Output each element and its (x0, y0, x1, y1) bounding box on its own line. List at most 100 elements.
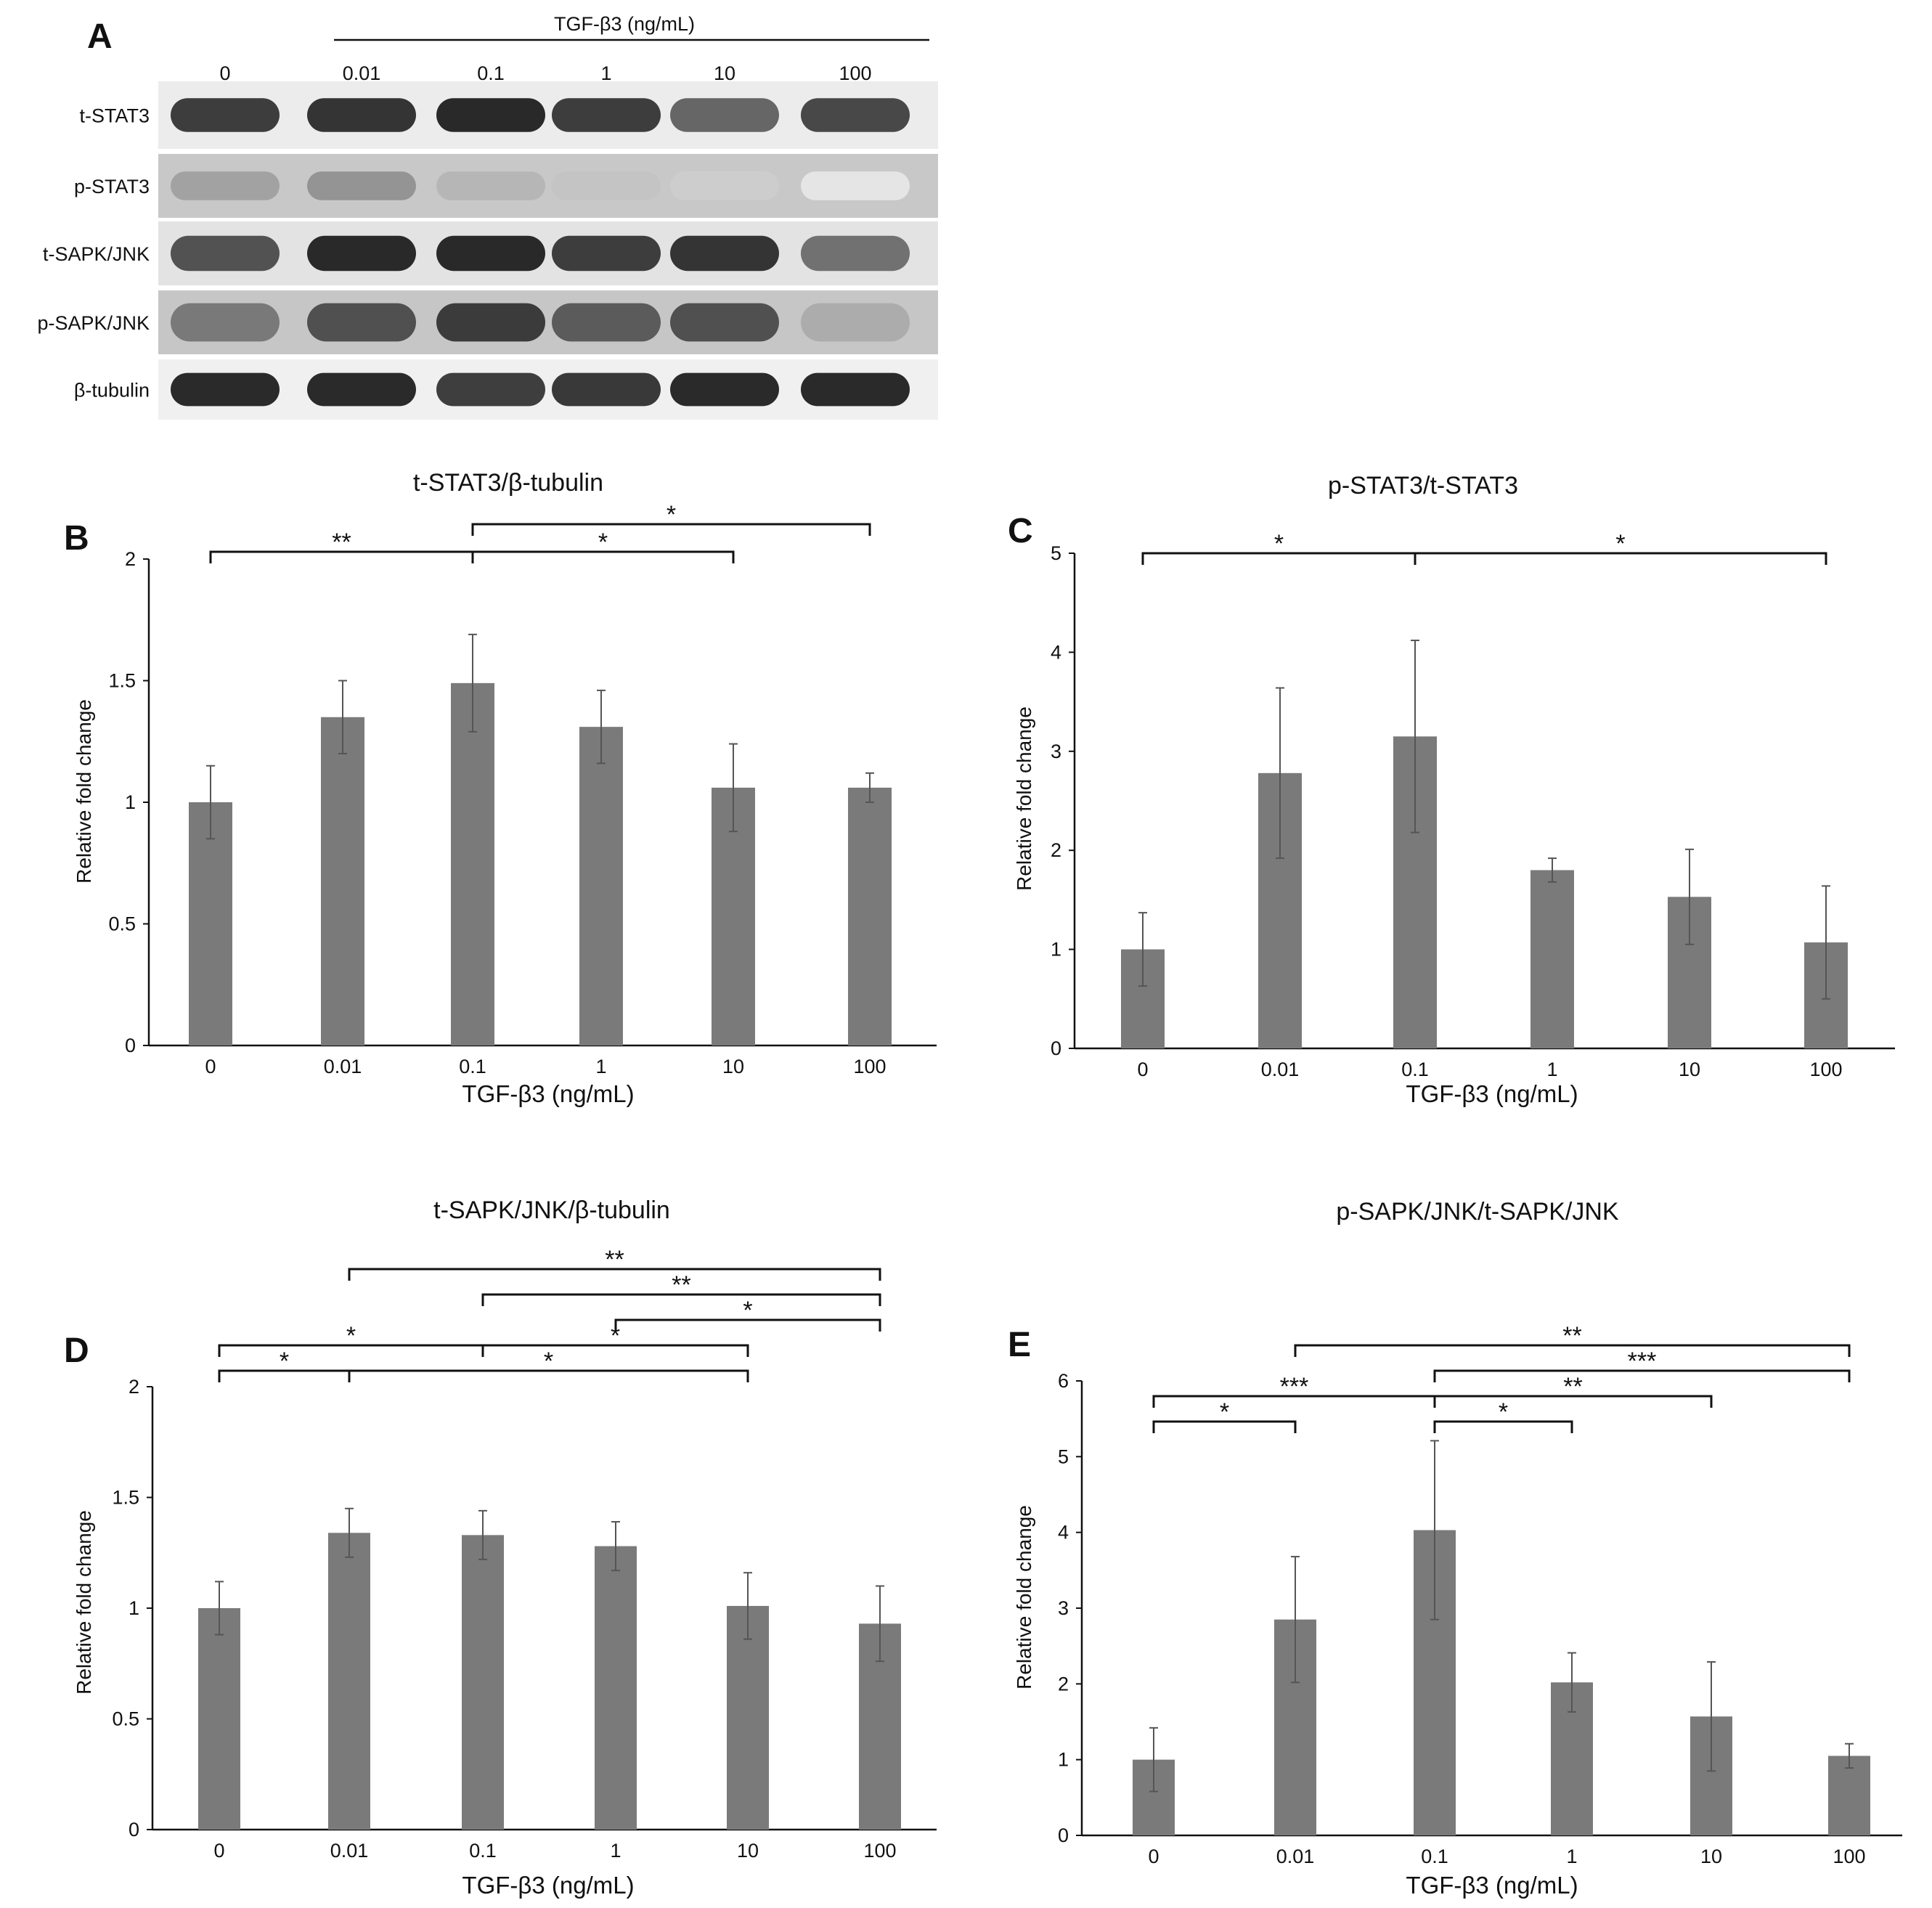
blot-band (670, 171, 779, 200)
y-tick-label: 0 (125, 1035, 136, 1056)
y-axis-label: Relative fold change (73, 699, 95, 884)
blot-band (171, 235, 280, 272)
blot-band (801, 372, 910, 407)
x-tick-label: 100 (853, 1056, 886, 1077)
significance-label: * (1220, 1398, 1229, 1426)
y-tick-label: 2 (1058, 1673, 1069, 1695)
x-tick-label: 0 (213, 1840, 224, 1862)
y-tick-label: 0 (129, 1819, 139, 1840)
blot-lane-label: 10 (714, 62, 735, 84)
x-tick-label: 100 (863, 1840, 896, 1862)
significance-label: ** (672, 1271, 690, 1299)
significance-bracket (1294, 1344, 1851, 1357)
bar (848, 787, 892, 1045)
y-tick-label: 2 (129, 1376, 139, 1398)
blot-band (436, 372, 545, 407)
plot-area: 0 1 2 3 4 5 0 0.01 0.1 1 10 100 * * (1051, 530, 1895, 1080)
blot-band (801, 98, 910, 132)
bar (451, 682, 494, 1045)
blot-band (670, 98, 779, 132)
x-tick-label: 0.1 (469, 1840, 497, 1862)
x-tick-label: 1 (1566, 1846, 1577, 1867)
blot-band (670, 372, 779, 407)
bar (328, 1533, 370, 1830)
chart-title: p-STAT3/t-STAT3 (1328, 472, 1518, 500)
blot-band (801, 303, 910, 342)
y-tick-label: 5 (1058, 1446, 1069, 1467)
bar (321, 717, 364, 1045)
blot-band (552, 98, 661, 132)
significance-label: * (611, 1322, 620, 1350)
blot-band (552, 303, 661, 342)
chart-panel-d: D t-SAPK/JNK/β-tubulin TGF-β3 (ng/mL) Re… (64, 1196, 937, 1899)
significance-label: * (598, 529, 608, 556)
bar (595, 1546, 637, 1830)
x-tick-label: 0.1 (459, 1056, 486, 1077)
y-tick-label: 4 (1058, 1522, 1069, 1544)
x-axis-label: TGF-β3 (ng/mL) (462, 1872, 634, 1899)
blot-lane-labels: 0 0.01 0.1 1 10 100 (219, 62, 871, 84)
x-tick-label: 0.1 (1421, 1846, 1448, 1867)
blot-rows: t-STAT3 p-STAT3 t-SAPK/JNK p-SAPK/JNK β-tubu… (37, 81, 938, 420)
significance-label: * (1499, 1398, 1508, 1426)
significance-label: *** (1280, 1373, 1309, 1401)
blot-row-label: β-tubulin (74, 380, 150, 401)
significance-label: ** (605, 1246, 624, 1273)
blot-band (670, 235, 779, 272)
x-axis-label: TGF-β3 (ng/mL) (1406, 1872, 1578, 1899)
y-axis-label: Relative fold change (1013, 706, 1035, 891)
y-tick-label: 0.5 (108, 913, 136, 935)
bar (189, 802, 232, 1045)
x-tick-label: 0 (1137, 1059, 1148, 1080)
significance-bracket (614, 1318, 881, 1332)
bar (579, 727, 623, 1045)
y-tick-label: 1 (129, 1597, 139, 1619)
panel-letter-a: A (87, 17, 113, 56)
y-axis-label: Relative fold change (73, 1510, 95, 1695)
blot-header: TGF-β3 (ng/mL) (554, 13, 695, 35)
blot-band (307, 372, 416, 407)
x-tick-label: 10 (722, 1056, 744, 1077)
blot-band (436, 303, 545, 342)
y-tick-label: 0.5 (112, 1708, 139, 1730)
blot-band (801, 235, 910, 272)
blot-row-label: t-STAT3 (79, 105, 150, 127)
x-tick-label: 0.01 (1261, 1059, 1300, 1080)
significance-label: * (667, 501, 676, 529)
x-tick-label: 0.01 (1276, 1846, 1315, 1867)
bar (462, 1535, 504, 1830)
significance-label: * (743, 1297, 752, 1324)
panel-letter-d: D (64, 1332, 89, 1370)
y-tick-label: 0 (1058, 1825, 1069, 1846)
significance-bracket (1433, 1369, 1851, 1382)
x-tick-label: 100 (1833, 1846, 1865, 1867)
chart-title: t-SAPK/JNK/β-tubulin (433, 1196, 670, 1224)
chart-panel-c: C p-STAT3/t-STAT3 TGF-β3 (ng/mL) Relativ… (1008, 472, 1895, 1107)
y-tick-label: 5 (1051, 542, 1061, 564)
significance-bracket (1433, 1395, 1713, 1408)
blot-band (307, 235, 416, 272)
blot-band (171, 171, 280, 200)
blot-lane-label: 0.01 (343, 62, 381, 84)
chart-panel-e: E p-SAPK/JNK/t-SAPK/JNK TGF-β3 (ng/mL) R… (1008, 1198, 1902, 1899)
blot-row-label: p-SAPK/JNK (37, 312, 150, 334)
x-tick-label: 10 (737, 1840, 759, 1862)
blot-lane-label: 1 (600, 62, 611, 84)
x-tick-label: 0 (205, 1056, 216, 1077)
significance-label: * (544, 1348, 553, 1375)
x-tick-label: 0.01 (324, 1056, 362, 1077)
x-axis-label: TGF-β3 (ng/mL) (462, 1080, 634, 1107)
significance-label: *** (1628, 1348, 1657, 1375)
y-tick-label: 1 (1051, 939, 1061, 961)
panel-letter-b: B (64, 519, 89, 558)
blot-band (552, 372, 661, 407)
significance-bracket (1414, 552, 1827, 565)
x-tick-label: 100 (1809, 1059, 1842, 1080)
x-tick-label: 0.01 (330, 1840, 369, 1862)
significance-label: * (1274, 530, 1284, 558)
y-tick-label: 4 (1051, 641, 1061, 663)
blot-lane-label: 0.1 (477, 62, 505, 84)
panel-a-western-blot: A TGF-β3 (ng/mL) 0 0.01 0.1 1 10 100 t-S… (37, 13, 938, 420)
significance-bracket (348, 1369, 749, 1382)
